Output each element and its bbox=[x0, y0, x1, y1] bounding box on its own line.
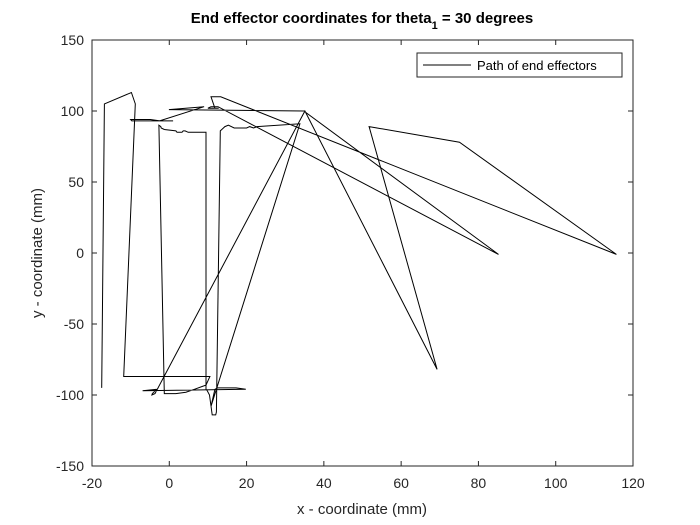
x-tick-label: 120 bbox=[621, 475, 645, 491]
y-tick-label: -50 bbox=[64, 316, 84, 332]
x-tick-labels: -20 0 20 40 60 80 100 120 bbox=[82, 475, 645, 491]
plot-area bbox=[91, 39, 634, 467]
x-tick-label: 0 bbox=[165, 475, 173, 491]
y-tick-labels: -150 -100 -50 0 50 100 150 bbox=[56, 32, 84, 474]
y-axis-label: y - coordinate (mm) bbox=[29, 188, 46, 318]
y-tick-label: -150 bbox=[56, 458, 84, 474]
x-tick-label: 60 bbox=[393, 475, 409, 491]
legend-label: Path of end effectors bbox=[477, 58, 597, 73]
legend: Path of end effectors bbox=[416, 52, 623, 78]
chart-title: End effector coordinates for theta1 = 30… bbox=[191, 10, 533, 32]
x-tick-label: 100 bbox=[544, 475, 568, 491]
title-subscript: 1 bbox=[432, 20, 438, 32]
x-axis-label: x - coordinate (mm) bbox=[297, 501, 427, 518]
x-tick-label: -20 bbox=[82, 475, 102, 491]
axis-ticks bbox=[91, 39, 634, 467]
x-tick-label: 40 bbox=[316, 475, 332, 491]
y-tick-label: 150 bbox=[61, 32, 85, 48]
series-line-path-of-end-effectors bbox=[101, 91, 617, 416]
x-tick-label: 80 bbox=[471, 475, 487, 491]
x-tick-label: 20 bbox=[239, 475, 255, 491]
y-tick-label: 100 bbox=[61, 103, 85, 119]
title-suffix: = 30 degrees bbox=[438, 10, 533, 27]
y-tick-label: 0 bbox=[76, 245, 84, 261]
y-tick-label: -100 bbox=[56, 387, 84, 403]
y-tick-label: 50 bbox=[68, 174, 84, 190]
series-layer bbox=[101, 91, 617, 416]
title-main: End effector coordinates for theta bbox=[191, 10, 433, 27]
